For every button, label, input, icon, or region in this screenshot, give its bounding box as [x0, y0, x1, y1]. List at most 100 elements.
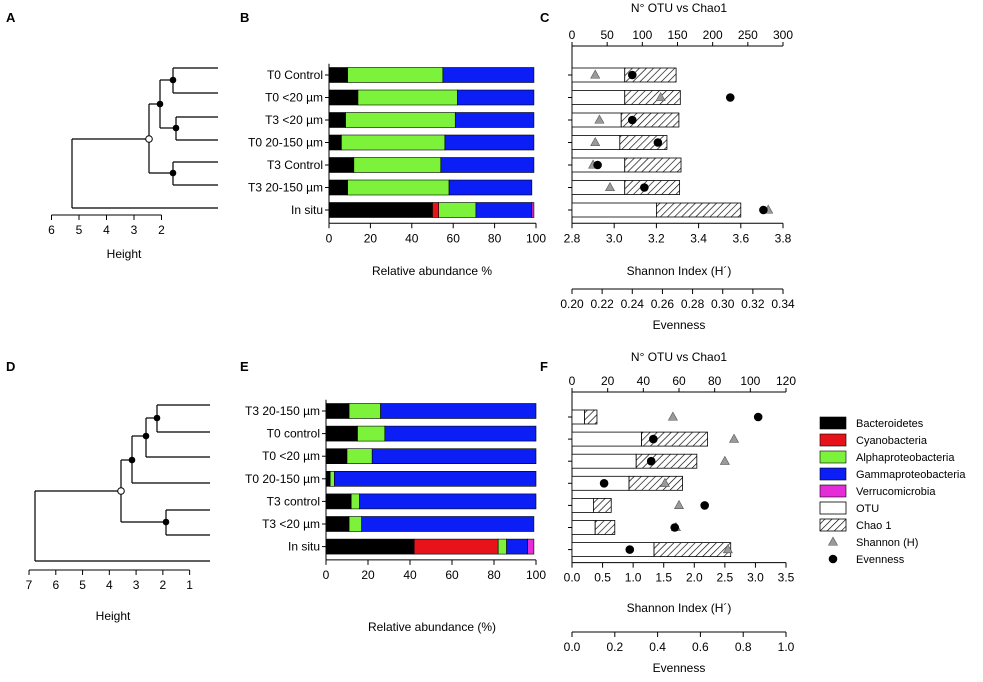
legend-label: Gammaproteobacteria — [856, 469, 966, 481]
chao1-bar — [624, 157, 682, 173]
legend-label: Cyanobacteria — [856, 435, 928, 447]
bar-segment — [506, 538, 528, 555]
tick-label: 0 — [569, 28, 576, 42]
evenness-point — [759, 205, 768, 215]
otu-bar — [571, 180, 626, 195]
chao1-bar — [641, 431, 708, 447]
category-label: T0 20-150 µm — [248, 136, 323, 150]
tick-label: 60 — [447, 231, 461, 245]
tick-label: 100 — [526, 568, 546, 582]
tick-label: 0.32 — [741, 297, 765, 311]
tick-label: 1.0 — [778, 640, 795, 654]
tick-label: 0 — [323, 568, 330, 582]
tick-label: 20 — [361, 568, 375, 582]
tick-label: 3 — [131, 223, 138, 237]
tick-label: 0 — [326, 231, 333, 245]
shannon-point — [659, 477, 670, 487]
evenness-point — [599, 479, 609, 488]
tick-label: 0.20 — [560, 297, 584, 311]
shannon-point — [673, 499, 685, 509]
tick-label: 7 — [26, 578, 33, 592]
dendro-root-node — [117, 487, 125, 495]
bar-segment — [347, 67, 444, 83]
tick-label: 0.0 — [564, 640, 581, 654]
tick-label: 1 — [186, 578, 193, 592]
tick-label: 100 — [740, 374, 760, 388]
legend-swatch — [819, 501, 847, 515]
category-label: T0 <20 µm — [265, 91, 323, 105]
panel-letter-a: A — [6, 10, 16, 25]
tick-label: 2.0 — [686, 571, 703, 585]
tick-label: 0.24 — [621, 297, 645, 311]
tick-label: 0.5 — [594, 571, 611, 585]
category-label: T0 control — [267, 427, 320, 441]
dendrogram-d — [34, 404, 210, 562]
bar-segment — [361, 516, 535, 532]
bar-segment — [328, 134, 342, 151]
bar-segment — [325, 425, 358, 442]
dendro-node — [128, 456, 136, 464]
chao1-bar — [584, 409, 598, 425]
tick-label: 0 — [569, 374, 576, 388]
category-label: T0 <20 µm — [262, 449, 320, 463]
tick-label: 0.34 — [771, 297, 795, 311]
category-label: T0 Control — [267, 68, 323, 82]
chao1-bar — [635, 453, 698, 469]
tick-label: 3.8 — [775, 231, 792, 245]
tick-label: 40 — [405, 231, 419, 245]
evenness-point — [725, 93, 735, 102]
legend-label: Verrucomicrobia — [856, 486, 936, 498]
tick-label: 0.6 — [692, 640, 709, 654]
tick-label: 1.5 — [655, 571, 672, 585]
legend-swatch — [819, 450, 847, 464]
bar-segment — [384, 425, 537, 442]
panel-f-title: N° OTU vs Chao1 — [631, 350, 727, 364]
legend-label: Bacteroidetes — [856, 418, 924, 430]
legend-swatch — [819, 416, 847, 430]
bar-segment — [328, 157, 355, 173]
tick-label: 60 — [672, 374, 686, 388]
bar-segment — [325, 448, 348, 465]
dendro-node — [162, 518, 170, 526]
evenness-point — [627, 70, 637, 80]
shannon-point — [594, 114, 605, 124]
tick-label: 2.5 — [717, 571, 734, 585]
tick-label: 5 — [79, 578, 86, 592]
legend-label: Shannon (H) — [856, 537, 918, 549]
tick-label: 3.5 — [778, 571, 795, 585]
evenness-point — [653, 138, 663, 147]
dendro-root-node — [145, 135, 153, 143]
category-label: T3 20-150 µm — [248, 181, 323, 195]
tick-label: 300 — [773, 28, 793, 42]
tick-label: 120 — [776, 374, 796, 388]
otu-bar — [571, 409, 585, 425]
dendro-node — [153, 414, 161, 422]
tick-label: 6 — [48, 223, 55, 237]
bar-segment — [328, 67, 348, 83]
dendrogram-a — [71, 67, 218, 209]
bar-segment — [454, 112, 535, 128]
panel-letter-b: B — [240, 10, 249, 25]
panel-letter-d: D — [6, 359, 15, 374]
bar-segment — [328, 202, 433, 218]
bar-segment — [325, 516, 350, 532]
legend-marker — [828, 554, 838, 564]
bar-segment — [448, 179, 533, 196]
bar-segment — [497, 538, 507, 555]
tick-label: 20 — [364, 231, 378, 245]
legend-label: Evenness — [856, 554, 905, 566]
tick-label: 3.0 — [747, 571, 764, 585]
dendro-node — [169, 169, 177, 177]
panel-c-evenness-label: Evenness — [653, 318, 706, 332]
category-label: T3 <20 µm — [265, 113, 323, 127]
tick-label: 200 — [703, 28, 723, 42]
tick-label: 4 — [103, 223, 110, 237]
chao1-bar — [656, 202, 742, 218]
tick-label: 60 — [445, 568, 459, 582]
tick-label: 2 — [158, 223, 165, 237]
panel-f-diversity: 0 20 40 60 80 100 120 0.0 0.5 1.0 1.5 2.0 2.5 3.0 3.5 0… — [564, 374, 797, 654]
bar-segment — [345, 112, 456, 128]
shannon-point — [722, 544, 733, 554]
otu-bar — [571, 90, 626, 105]
